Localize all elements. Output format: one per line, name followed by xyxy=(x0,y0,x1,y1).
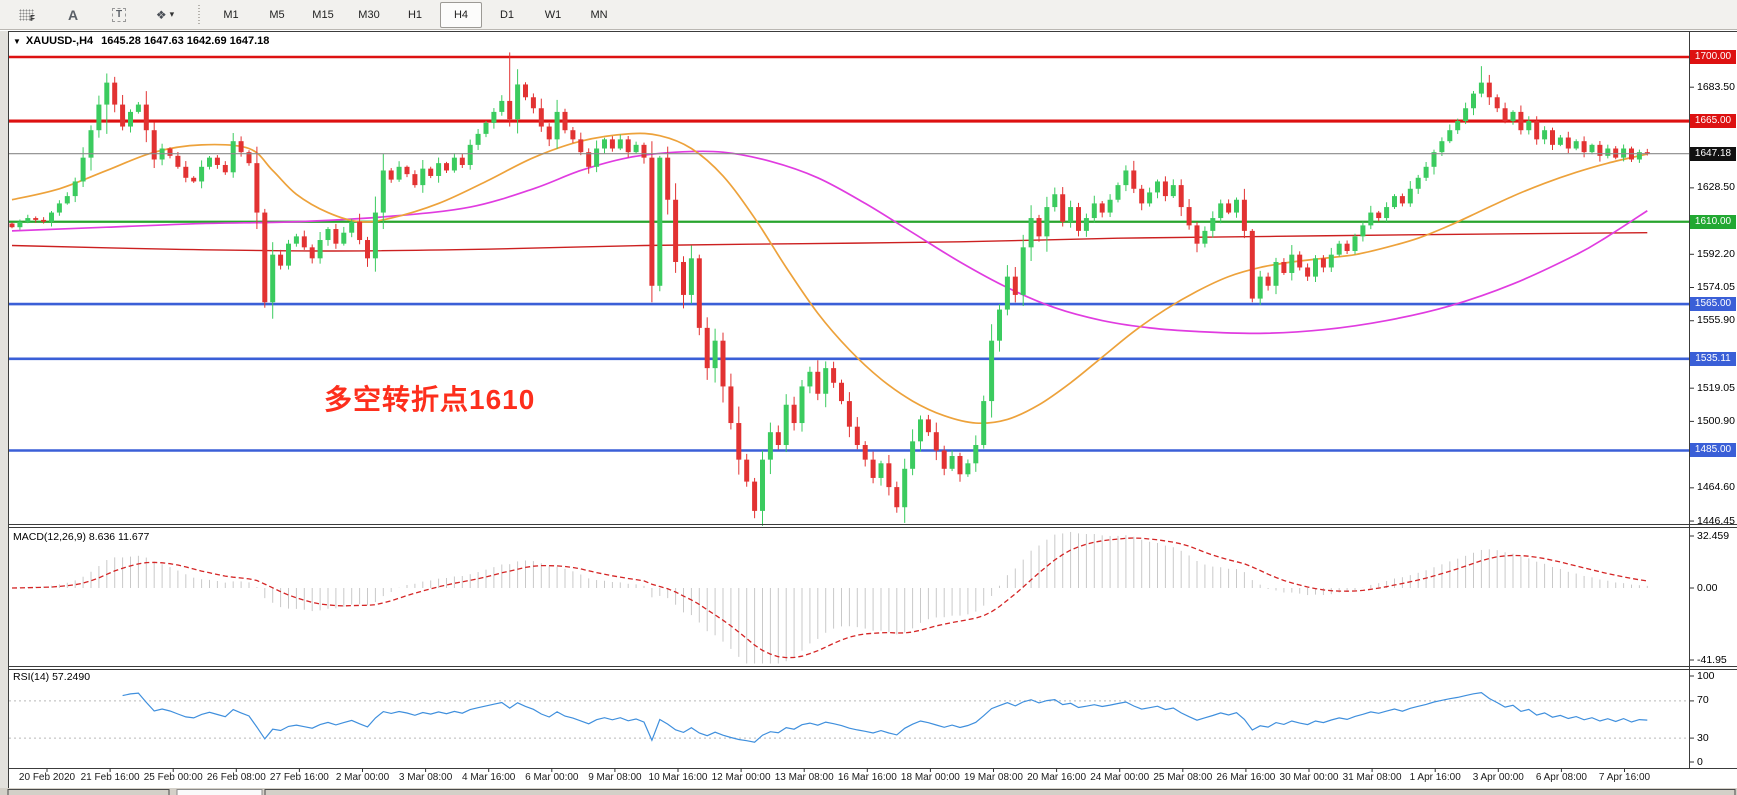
text-tool-icon: T xyxy=(111,7,127,22)
timeframe-m15-button[interactable]: M15 xyxy=(312,8,334,21)
price-tick-label: 1519.05 xyxy=(1697,381,1735,394)
rsi-tick-label: 70 xyxy=(1697,694,1709,707)
time-axis-label: 25 Feb 00:00 xyxy=(143,772,203,783)
grid-f-letter-icon: F xyxy=(30,14,35,23)
price-tick-label: 1555.90 xyxy=(1697,314,1735,327)
time-axis-label: 3 Mar 08:00 xyxy=(398,772,453,783)
time-axis-label: 25 Mar 08:00 xyxy=(1153,772,1213,783)
drawing-tools-group: F A T ❖ ▾ xyxy=(6,2,186,28)
rsi-indicator-label: RSI(14) 57.2490 xyxy=(13,671,91,683)
timeframe-h4-button[interactable]: H4 xyxy=(440,1,482,28)
label-a-tool-button[interactable]: A xyxy=(52,2,94,28)
timeframes-group: M1 M5 M15 M30 H1 H4 D1 W1 MN xyxy=(210,1,620,28)
macd-tick-label: -41.95 xyxy=(1697,653,1727,666)
rsi-tick-label: 100 xyxy=(1697,669,1715,682)
price-tick-label: 1683.50 xyxy=(1697,80,1735,93)
price-tick-label: 1592.20 xyxy=(1697,247,1735,260)
dotted-grid-icon xyxy=(19,8,35,21)
time-axis-label: 3 Apr 00:00 xyxy=(1472,772,1524,783)
time-axis-label: 21 Feb 16:00 xyxy=(80,772,140,783)
timeframe-m5-button[interactable]: M5 xyxy=(269,8,285,21)
time-axis-label: 19 Mar 08:00 xyxy=(964,772,1023,783)
chevron-down-icon[interactable]: ▼ xyxy=(13,37,21,46)
chart-title: ▼ XAUUSD-,H4 1645.28 1647.63 1642.69 1647.… xyxy=(13,35,269,47)
price-tick-label: 1574.05 xyxy=(1697,281,1735,293)
ma-slow-red xyxy=(11,231,1648,252)
toolbar: F A T ❖ ▾ M1 M5 M15 M30 H1 H4 D1 W1 MN xyxy=(0,0,1737,30)
time-axis-label: 10 Mar 16:00 xyxy=(648,772,708,783)
chart-annotation: 多空转折点1610 xyxy=(324,384,536,415)
time-axis-label: 26 Feb 08:00 xyxy=(206,772,266,783)
timeframe-mn-button[interactable]: MN xyxy=(590,8,608,21)
macd-tick-label: 0.00 xyxy=(1697,581,1718,594)
timeframe-w1-button[interactable]: W1 xyxy=(544,8,562,21)
macd-indicator-label: MACD(12,26,9) 8.636 11.677 xyxy=(13,531,150,543)
time-axis-label: 26 Mar 16:00 xyxy=(1216,772,1276,783)
time-axis-label: 13 Mar 08:00 xyxy=(774,772,834,783)
price-tick-label: 1446.45 xyxy=(1697,514,1735,527)
time-axis-label: 7 Apr 16:00 xyxy=(1598,772,1651,783)
ohlc-values: 1645.28 1647.63 1642.69 1647.18 xyxy=(101,35,270,47)
time-axis-label: 12 Mar 00:00 xyxy=(711,772,771,783)
time-axis-label: 30 Mar 00:00 xyxy=(1279,772,1339,783)
rsi-tick-label: 30 xyxy=(1697,731,1709,744)
time-axis-label: 6 Apr 08:00 xyxy=(1535,772,1587,783)
time-axis-label: 4 Mar 16:00 xyxy=(462,772,516,783)
toolbar-drag-handle-icon[interactable] xyxy=(196,4,202,25)
price-badge: 1535.11 xyxy=(1690,351,1736,366)
ma-fast-orange xyxy=(11,132,1648,425)
ma-medium-magenta xyxy=(11,150,1648,335)
price-tick-label: 1500.90 xyxy=(1697,414,1735,427)
letter-a-icon: A xyxy=(67,6,79,23)
time-axis-label: 27 Feb 16:00 xyxy=(269,772,329,783)
time-axis-label: 18 Mar 00:00 xyxy=(900,772,960,783)
time-axis-label: 31 Mar 08:00 xyxy=(1342,772,1402,783)
price-badge: 1665.00 xyxy=(1690,114,1736,129)
price-badge: 1485.00 xyxy=(1690,443,1736,458)
taskbar-button xyxy=(7,789,170,795)
macd-tick-label: 32.459 xyxy=(1697,529,1730,542)
time-axis-label: 1 Apr 16:00 xyxy=(1409,772,1461,783)
price-tick-label: 1464.60 xyxy=(1697,481,1735,494)
taskbar-button xyxy=(264,789,1736,795)
timeframe-d1-button[interactable]: D1 xyxy=(499,8,515,21)
time-axis-label: 24 Mar 00:00 xyxy=(1090,772,1150,783)
time-axis-label: 2 Mar 00:00 xyxy=(335,772,390,783)
price-badge: 1700.00 xyxy=(1690,50,1736,64)
price-badge: 1610.00 xyxy=(1690,214,1736,229)
symbol-timeframe-label: XAUUSD-,H4 xyxy=(25,35,94,47)
time-axis-label: 6 Mar 00:00 xyxy=(525,772,579,783)
dropdown-caret-icon: ▾ xyxy=(169,9,175,19)
grid-f-tool-button[interactable]: F xyxy=(6,2,48,28)
timeframe-m1-button[interactable]: M1 xyxy=(223,8,239,21)
price-badge: 1565.00 xyxy=(1690,297,1736,312)
time-axis-label: 20 Mar 16:00 xyxy=(1027,772,1087,783)
price-tick-label: 1628.50 xyxy=(1697,181,1735,194)
timeframe-m30-button[interactable]: M30 xyxy=(358,8,380,21)
arrows-icon: ❖ xyxy=(155,7,167,22)
time-axis-label: 20 Feb 2020 xyxy=(18,772,76,783)
arrow-style-tool-button[interactable]: ❖ ▾ xyxy=(144,2,186,28)
text-tool-button[interactable]: T xyxy=(98,2,140,28)
taskbar-button xyxy=(176,789,263,795)
time-axis-label: 16 Mar 16:00 xyxy=(837,772,897,783)
time-axis-label: 9 Mar 08:00 xyxy=(588,772,642,783)
rsi-tick-label: 0 xyxy=(1697,755,1703,768)
timeframe-h1-button[interactable]: H1 xyxy=(407,8,423,21)
price-badge: 1647.18 xyxy=(1690,146,1736,161)
